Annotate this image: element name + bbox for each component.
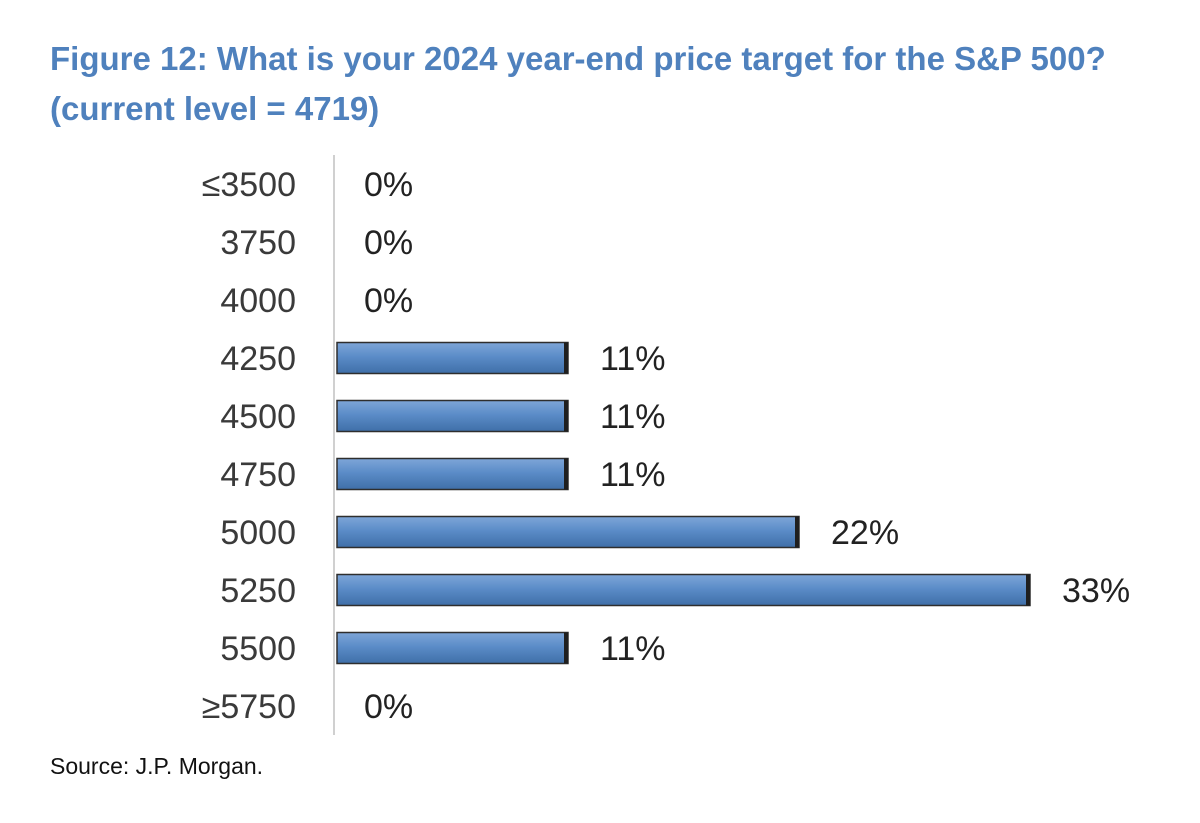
data-label: 0%	[364, 166, 413, 204]
data-label: 22%	[831, 514, 899, 552]
category-label: ≥5750	[202, 688, 296, 726]
bar-end-cap	[564, 632, 568, 664]
data-label: 11%	[600, 340, 666, 378]
data-label: 0%	[364, 224, 413, 262]
bar-end-cap	[564, 400, 568, 432]
bar	[336, 457, 569, 491]
data-label: 11%	[600, 456, 666, 494]
data-label: 11%	[600, 398, 666, 436]
category-label: 4750	[220, 456, 296, 494]
bar-end-cap	[1026, 574, 1030, 606]
data-label: 0%	[364, 282, 413, 320]
category-label: 3750	[220, 224, 296, 262]
bar	[336, 515, 800, 549]
bar-end-cap	[564, 342, 568, 374]
category-label: 5000	[220, 514, 296, 552]
chart-subtitle: (current level = 4719)	[50, 90, 380, 127]
bar-end-cap	[795, 516, 799, 548]
category-label: 5500	[220, 630, 296, 668]
bar	[336, 573, 1031, 607]
category-label: 4000	[220, 282, 296, 320]
data-label: 11%	[600, 630, 666, 668]
chart-title: Figure 12: What is your 2024 year-end pr…	[50, 40, 1106, 77]
bar	[336, 631, 569, 665]
bar	[336, 399, 569, 433]
data-label: 33%	[1062, 572, 1130, 610]
chart-title-block: Figure 12: What is your 2024 year-end pr…	[50, 34, 1170, 134]
category-label: 4250	[220, 340, 296, 378]
bars-group: ≤3500 0% 3750 0% 4000 0% 4250 11% 4500 11% 4750 11%…	[202, 166, 1130, 726]
data-label: 0%	[364, 688, 413, 726]
category-label: 4500	[220, 398, 296, 436]
category-label: 5250	[220, 572, 296, 610]
bar-end-cap	[564, 458, 568, 490]
source-note: Source: J.P. Morgan.	[50, 753, 264, 779]
category-label: ≤3500	[202, 166, 296, 204]
bar	[336, 341, 569, 375]
